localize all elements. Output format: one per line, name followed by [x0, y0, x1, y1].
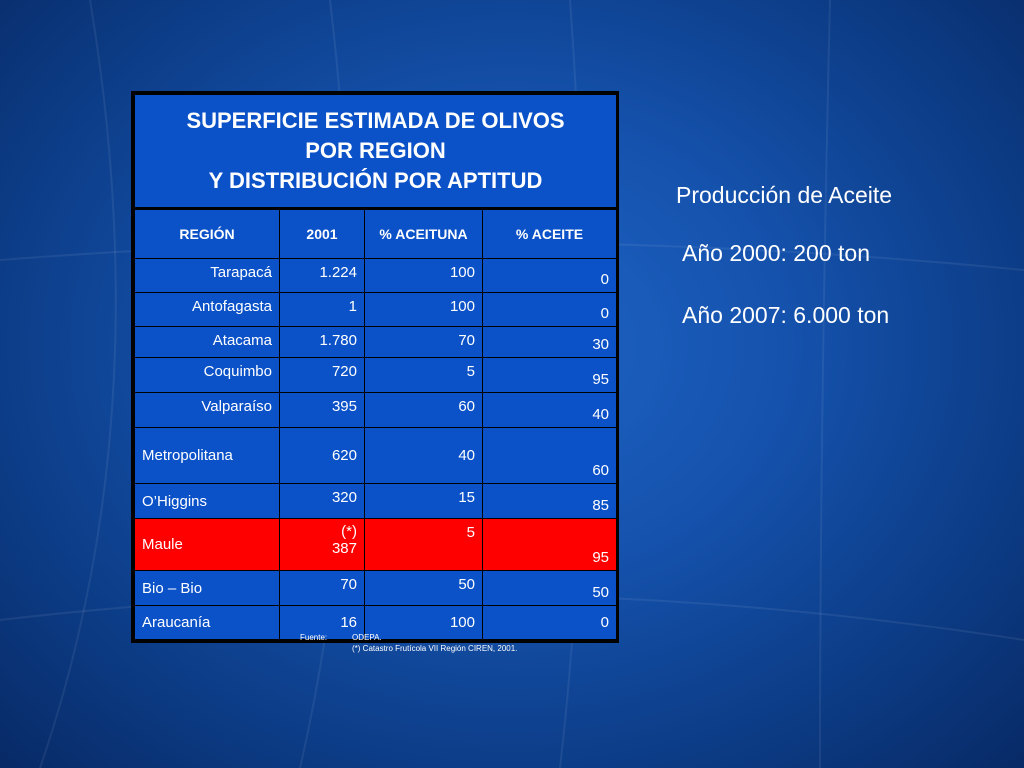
footnote-source: ODEPA. [352, 633, 382, 642]
table-row: Metropolitana 620 40 60 [134, 427, 617, 484]
header-region: REGIÓN [134, 208, 280, 259]
olive-table: SUPERFICIE ESTIMADA DE OLIVOS POR REGION… [131, 91, 619, 643]
table-title: SUPERFICIE ESTIMADA DE OLIVOS POR REGION… [134, 94, 617, 210]
cell-2001: 70 [279, 570, 365, 606]
cell-2001: 1 [279, 292, 365, 327]
cell-region: Bio – Bio [134, 570, 280, 606]
cell-aceite: 95 [482, 518, 617, 571]
cell-region: Araucanía [134, 605, 280, 640]
table-row: Tarapacá 1.224 100 0 [134, 258, 617, 293]
cell-region: Valparaíso [134, 392, 280, 428]
cell-aceituna: 100 [364, 292, 483, 327]
cell-aceituna: 100 [364, 258, 483, 293]
table-header-row: REGIÓN 2001 % ACEITUNA % ACEITE [134, 208, 617, 259]
cell-aceituna: 50 [364, 570, 483, 606]
cell-region: Antofagasta [134, 292, 280, 327]
cell-aceituna: 15 [364, 483, 483, 519]
cell-aceite: 30 [482, 326, 617, 358]
cell-aceituna: 5 [364, 518, 483, 571]
cell-region: Tarapacá [134, 258, 280, 293]
cell-2001: 395 [279, 392, 365, 428]
side-title: Producción de Aceite [676, 182, 893, 208]
cell-aceite: 50 [482, 570, 617, 606]
side-line-2000: Año 2000: 200 ton [682, 240, 870, 266]
table-row: Valparaíso 395 60 40 [134, 392, 617, 428]
cell-2001: 1.780 [279, 326, 365, 358]
cell-region: Atacama [134, 326, 280, 358]
table-row: Coquimbo 720 5 95 [134, 357, 617, 393]
cell-aceituna: 5 [364, 357, 483, 393]
cell-2001: 720 [279, 357, 365, 393]
cell-aceite: 95 [482, 357, 617, 393]
cell-2001: (*) 387 [279, 518, 365, 571]
source-footnote: Fuente: ODEPA. (*) Catastro Frutícola VII… [300, 632, 517, 654]
table-title-line-2: POR REGION [305, 138, 446, 163]
table-row: Antofagasta 1 100 0 [134, 292, 617, 327]
cell-2001: 620 [279, 427, 365, 484]
table-row: Atacama 1.780 70 30 [134, 326, 617, 358]
cell-2001-value: 387 [331, 540, 357, 557]
cell-region: Coquimbo [134, 357, 280, 393]
header-2001: 2001 [279, 208, 365, 259]
footnote-note: (*) Catastro Frutícola VII Región CIREN,… [352, 644, 518, 653]
cell-aceituna: 60 [364, 392, 483, 428]
table-row: O’Higgins 320 15 85 [134, 483, 617, 519]
cell-aceituna: 70 [364, 326, 483, 358]
cell-region: Maule [134, 518, 280, 571]
cell-aceite: 0 [482, 258, 617, 293]
cell-aceite: 40 [482, 392, 617, 428]
cell-region: Metropolitana [134, 427, 280, 484]
cell-2001-note: (*) [341, 523, 357, 540]
side-text: Producción de Aceite Año 2000: 200 ton A… [676, 182, 893, 328]
header-aceituna: % ACEITUNA [364, 208, 483, 259]
side-line-2007: Año 2007: 6.000 ton [682, 302, 890, 328]
cell-aceituna: 40 [364, 427, 483, 484]
cell-aceite: 85 [482, 483, 617, 519]
cell-aceite: 0 [482, 605, 617, 640]
table-title-line-1: SUPERFICIE ESTIMADA DE OLIVOS [186, 108, 565, 133]
cell-region: O’Higgins [134, 483, 280, 519]
table-title-line-3: Y DISTRIBUCIÓN POR APTITUD [208, 168, 543, 193]
footnote-label: Fuente: [300, 633, 328, 642]
cell-aceite: 0 [482, 292, 617, 327]
cell-aceite: 60 [482, 427, 617, 484]
cell-2001: 1.224 [279, 258, 365, 293]
table-row-highlighted: Maule (*) 387 5 95 [134, 518, 617, 571]
header-aceite: % ACEITE [482, 208, 617, 259]
cell-2001: 320 [279, 483, 365, 519]
table-row: Araucanía 16 100 0 [134, 605, 617, 640]
cell-aceituna: 100 [364, 605, 483, 640]
table-row: Bio – Bio 70 50 50 [134, 570, 617, 606]
cell-2001: 16 [279, 605, 365, 640]
